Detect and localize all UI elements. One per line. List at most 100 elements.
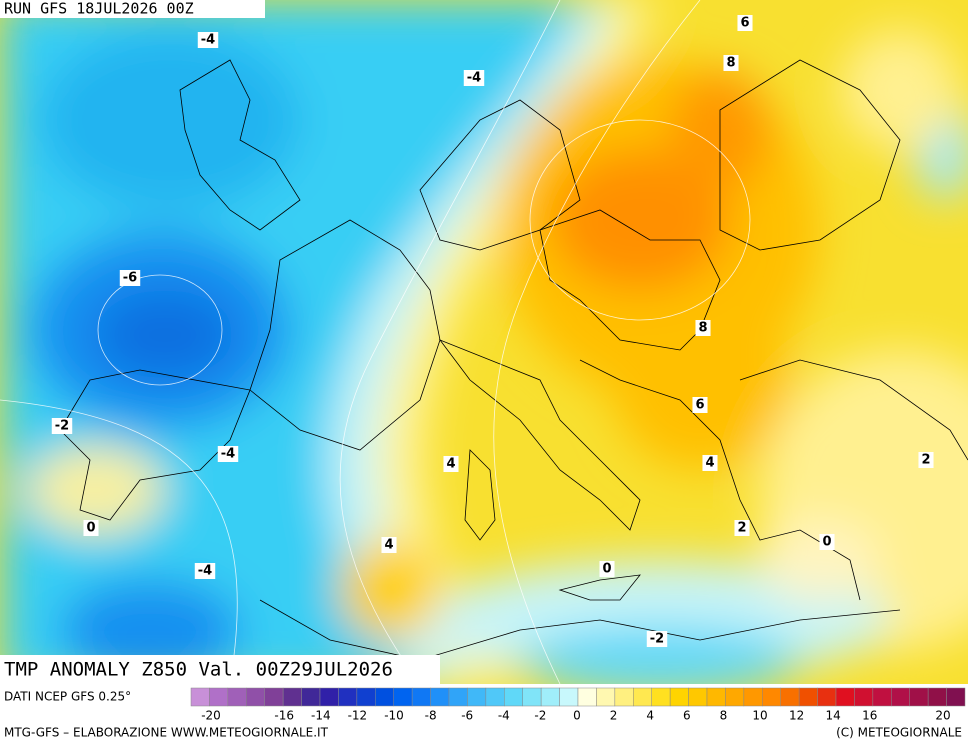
color-cell (467, 687, 487, 707)
contour-label: -6 (123, 271, 137, 286)
contour-label-bg (734, 520, 750, 536)
contour-label: 0 (602, 562, 611, 577)
color-cell (375, 687, 394, 707)
color-cell (596, 687, 616, 707)
contour-label-bg (646, 631, 668, 647)
contour-label: 6 (695, 398, 704, 413)
colorbar: -20 -16 -14 -12 -10 -8 -6 -4 -2 0 2 4 6 8 10 12 14 16 20 (190, 687, 966, 723)
color-cell (522, 687, 542, 707)
contour-label: 4 (384, 538, 393, 553)
contour-label: 4 (446, 457, 455, 472)
color-cell (651, 687, 671, 707)
colorbar-tick-label: -6 (461, 709, 473, 723)
contour-label-bg (918, 452, 934, 468)
contour-label-bg (197, 32, 219, 48)
color-cell (264, 687, 284, 707)
color-cell (227, 687, 247, 707)
contour-label: -4 (201, 33, 215, 48)
colorbar-tick-label: 12 (789, 709, 804, 723)
color-cell (540, 687, 560, 707)
color-cell (688, 687, 708, 707)
colorbar-tick-label: 0 (573, 709, 581, 723)
borders (59, 59, 968, 661)
color-cell (356, 687, 376, 707)
color-cell (301, 687, 321, 707)
color-cell (485, 687, 505, 707)
contour-label: 4 (705, 456, 714, 471)
contour-label-bg (695, 320, 711, 336)
color-cell (946, 687, 966, 707)
contour-label: 0 (822, 535, 831, 550)
contour-label-bg (692, 397, 708, 413)
colorbar-tick-label: 2 (610, 709, 618, 723)
credit: MTG-GFS – ELABORAZIONE WWW.METEOGIORNALE… (4, 726, 329, 740)
contour-label: -2 (650, 632, 664, 647)
contour-label: 6 (740, 16, 749, 31)
contour-label: 2 (921, 453, 930, 468)
contour-label-bg (443, 456, 459, 472)
color-cell (706, 687, 726, 707)
contour-label-bg (702, 455, 718, 471)
title-box (0, 655, 440, 684)
colorbar-tick-label: 4 (646, 709, 654, 723)
color-cell (872, 687, 892, 707)
contour-label-bg (819, 534, 835, 550)
color-cell (927, 687, 947, 707)
colorbar-tick-label: 10 (752, 709, 767, 723)
colorbar-tick-label: 16 (862, 709, 877, 723)
colorbar-tick-label: -8 (425, 709, 437, 723)
color-cell (246, 687, 265, 707)
contour-label-bg (83, 520, 99, 536)
colorbar-tick-label: -16 (274, 709, 294, 723)
contour-label: 2 (737, 521, 746, 536)
copyright: (C) METEOGIORNALE (836, 726, 962, 740)
anomaly-field (0, 0, 968, 684)
color-cell (411, 687, 431, 707)
color-cell (780, 687, 800, 707)
colorbar-tick-label: -10 (384, 709, 404, 723)
colorbar-tick-label: 14 (826, 709, 841, 723)
color-cell (909, 687, 929, 707)
color-cell (669, 687, 689, 707)
colorbar-tick-label: -20 (201, 709, 221, 723)
color-cell (762, 687, 781, 707)
color-cell (559, 687, 579, 707)
contour-label: -4 (198, 564, 212, 579)
color-cell (190, 687, 210, 707)
contour-label-bg (194, 563, 216, 579)
color-cell (504, 687, 523, 707)
contour-label-bg (51, 418, 73, 434)
color-cell (725, 687, 745, 707)
colorbar-tick-label: 6 (683, 709, 691, 723)
header-box (0, 0, 265, 18)
color-cell (614, 687, 634, 707)
color-cell (854, 687, 874, 707)
colorbar-tick-label: -12 (348, 709, 368, 723)
contour-label-bg (463, 70, 485, 86)
color-cell (209, 687, 229, 707)
color-cell (338, 687, 358, 707)
colorbar-tick-label: -2 (534, 709, 546, 723)
run-label: RUN GFS 18JUL2026 00Z (4, 0, 194, 18)
color-cell (319, 687, 339, 707)
contour-label: -2 (55, 419, 69, 434)
color-cell (577, 687, 597, 707)
color-cell (817, 687, 837, 707)
contour-label-bg (737, 15, 753, 31)
color-cell (891, 687, 910, 707)
contour-label-bg (217, 446, 239, 462)
color-cell (448, 687, 468, 707)
color-cell (430, 687, 450, 707)
color-cell (743, 687, 763, 707)
color-cell (633, 687, 652, 707)
colorbar-tick-label: -4 (498, 709, 510, 723)
map-title: TMP ANOMALY Z850 Val. 00Z29JUL2026 (4, 659, 393, 681)
contour-label-bg (599, 561, 615, 577)
colorbar-tick-label: -14 (311, 709, 331, 723)
contour-label: -4 (467, 71, 481, 86)
isolines (0, 0, 751, 684)
contour-label-bg (723, 55, 739, 71)
color-cell (282, 687, 302, 707)
